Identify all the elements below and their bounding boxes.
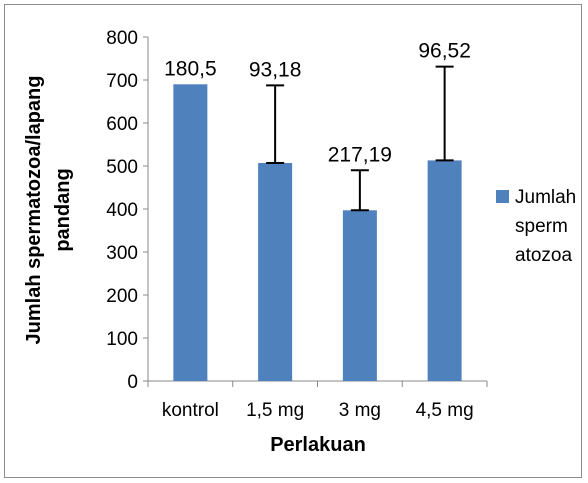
legend-label-line-3: atozoa bbox=[515, 245, 572, 266]
legend-label-line-1: Jumlah bbox=[515, 187, 576, 208]
y-tick-label-0: 0 bbox=[127, 372, 138, 393]
bar-0 bbox=[173, 84, 208, 382]
bar-2 bbox=[342, 210, 377, 381]
bar-3 bbox=[427, 160, 462, 381]
x-tick-label-1: 1,5 mg bbox=[246, 400, 304, 421]
data-label-3: 96,52 bbox=[418, 40, 471, 63]
y-axis-title-line-1: Jumlah spermatozoa/lapang bbox=[23, 76, 45, 345]
data-label-1: 93,18 bbox=[249, 58, 302, 81]
data-label-2: 217,19 bbox=[328, 143, 392, 166]
y-axis-title-line-2: pandang bbox=[52, 168, 74, 251]
y-tick-label-3: 300 bbox=[106, 243, 138, 264]
data-label-0: 180,5 bbox=[164, 57, 217, 80]
x-tick-label-3: 4,5 mg bbox=[416, 400, 474, 421]
y-tick-label-7: 700 bbox=[106, 71, 138, 92]
y-tick-label-5: 500 bbox=[106, 157, 138, 178]
y-tick-label-1: 100 bbox=[106, 329, 138, 350]
x-axis-title: Perlakuan bbox=[270, 434, 366, 456]
plot-area: 0 100 200 300 400 500 600 700 800 180,5 kontrol 93,… bbox=[106, 28, 488, 421]
y-tick-label-4: 400 bbox=[106, 200, 138, 221]
chart-area bbox=[4, 4, 582, 478]
x-tick-label-2: 3 mg bbox=[339, 400, 381, 421]
x-tick-label-0: kontrol bbox=[162, 400, 219, 421]
bar-1 bbox=[258, 162, 293, 381]
legend-swatch bbox=[496, 190, 509, 203]
legend-label-line-2: sperm bbox=[515, 216, 568, 237]
y-tick-label-6: 600 bbox=[106, 114, 138, 135]
y-tick-label-8: 800 bbox=[106, 28, 138, 49]
y-tick-label-2: 200 bbox=[106, 286, 138, 307]
